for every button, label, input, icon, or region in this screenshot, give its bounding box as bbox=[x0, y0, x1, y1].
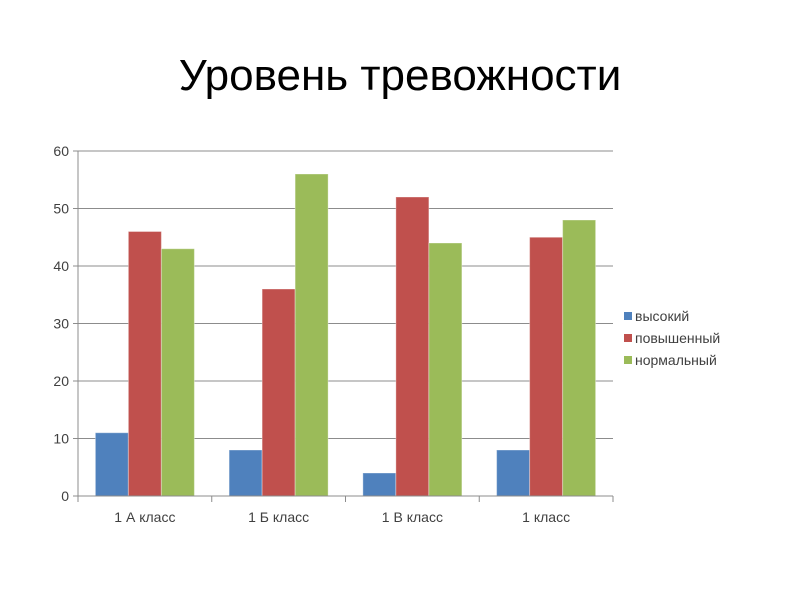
y-tick-label: 40 bbox=[53, 258, 69, 274]
legend-label: повышенный bbox=[635, 330, 720, 346]
bar-vysokiy bbox=[362, 472, 397, 497]
bar-povyshennyy bbox=[529, 236, 564, 497]
x-tick-label: 1 класс bbox=[522, 509, 570, 525]
x-tick-label: 1 Б класс bbox=[248, 509, 309, 525]
bar-povyshennyy bbox=[127, 231, 162, 497]
legend-swatch bbox=[624, 334, 632, 342]
legend-swatch bbox=[624, 356, 632, 364]
y-tick-label: 20 bbox=[53, 373, 69, 389]
bar-povyshennyy bbox=[261, 288, 296, 497]
bar-normalnyy bbox=[428, 242, 463, 497]
y-tick-label: 60 bbox=[53, 143, 69, 159]
legend-label: нормальный bbox=[635, 352, 717, 368]
y-tick-label: 10 bbox=[53, 431, 69, 447]
bar-normalnyy bbox=[160, 248, 195, 497]
legend: высокий повышенный нормальный bbox=[624, 308, 720, 368]
slide-title: Уровень тревожности bbox=[178, 51, 622, 100]
bar-normalnyy bbox=[562, 219, 597, 497]
bars bbox=[94, 173, 597, 497]
x-tick-label: 1 В класс bbox=[382, 509, 443, 525]
axes: 0 10 20 30 40 50 60 1 А класс 1 Б класс 1 В класс… bbox=[53, 143, 614, 525]
legend-swatch bbox=[624, 312, 632, 320]
bar-povyshennyy bbox=[395, 196, 430, 497]
legend-label: высокий bbox=[635, 308, 689, 324]
y-tick-label: 0 bbox=[61, 488, 69, 504]
bar-vysokiy bbox=[496, 449, 531, 497]
bar-vysokiy bbox=[228, 449, 263, 497]
y-tick-label: 30 bbox=[53, 316, 69, 332]
x-tick-label: 1 А класс bbox=[114, 509, 175, 525]
bar-normalnyy bbox=[294, 173, 329, 497]
y-tick-label: 50 bbox=[53, 201, 69, 217]
bar-vysokiy bbox=[94, 432, 129, 497]
